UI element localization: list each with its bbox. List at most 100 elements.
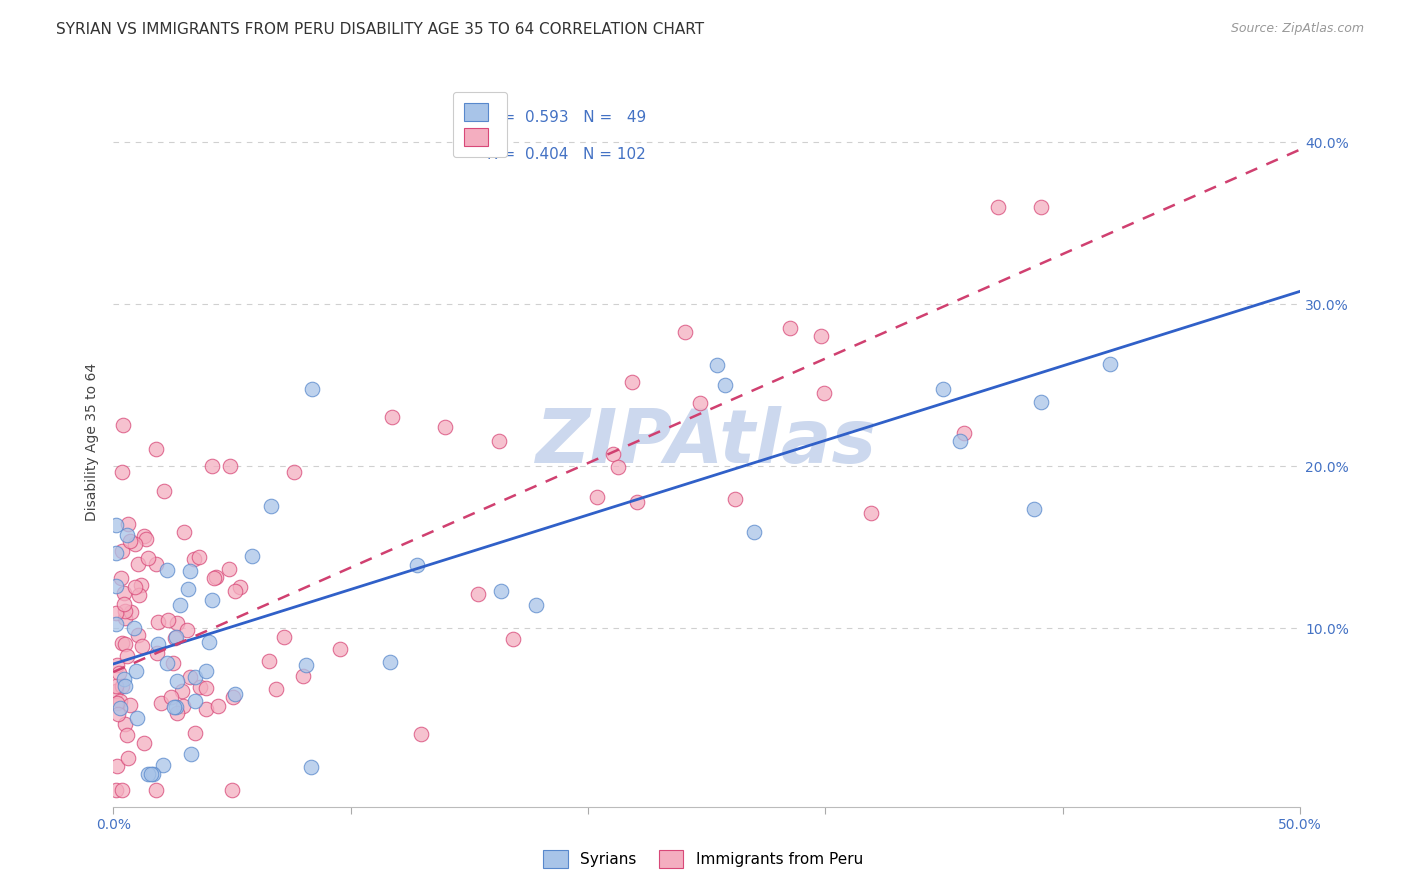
- Point: [104, 579, 127, 593]
- Point: [179, 670, 201, 684]
- Point: [139, 767, 162, 781]
- Point: [714, 377, 737, 392]
- Point: [1022, 501, 1045, 516]
- Point: [114, 611, 136, 625]
- Point: [145, 783, 167, 797]
- Point: [585, 490, 607, 504]
- Point: [170, 684, 193, 698]
- Point: [172, 699, 194, 714]
- Point: [489, 583, 512, 598]
- Point: [105, 658, 128, 673]
- Point: [166, 706, 188, 720]
- Point: [152, 758, 174, 772]
- Point: [176, 624, 198, 638]
- Point: [201, 459, 224, 474]
- Point: [156, 614, 179, 628]
- Point: [184, 669, 207, 683]
- Point: [221, 783, 243, 797]
- Point: [111, 465, 134, 479]
- Point: [112, 586, 135, 600]
- Point: [108, 665, 131, 680]
- Point: [104, 684, 127, 698]
- Point: [1031, 394, 1053, 409]
- Point: [136, 551, 159, 566]
- Point: [114, 679, 136, 693]
- Point: [742, 524, 765, 539]
- Point: [105, 607, 128, 621]
- Point: [283, 466, 305, 480]
- Point: [205, 570, 228, 584]
- Point: [329, 642, 352, 657]
- Point: [135, 532, 157, 546]
- Point: [108, 694, 131, 708]
- Point: [502, 632, 524, 647]
- Point: [122, 621, 145, 635]
- Point: [120, 698, 142, 712]
- Point: [163, 632, 186, 646]
- Point: [257, 654, 280, 668]
- Point: [108, 701, 131, 715]
- Point: [179, 565, 201, 579]
- Point: [219, 458, 242, 473]
- Point: [202, 570, 225, 584]
- Point: [114, 604, 136, 618]
- Point: [110, 571, 132, 585]
- Point: [301, 382, 323, 396]
- Point: [187, 550, 209, 565]
- Point: [607, 459, 630, 474]
- Point: [145, 557, 167, 571]
- Point: [378, 656, 401, 670]
- Point: [195, 702, 218, 716]
- Point: [131, 639, 153, 653]
- Point: [240, 549, 263, 564]
- Text: Source: ZipAtlas.com: Source: ZipAtlas.com: [1230, 22, 1364, 36]
- Point: [132, 736, 155, 750]
- Point: [104, 546, 127, 560]
- Point: [115, 527, 138, 541]
- Point: [115, 728, 138, 742]
- Point: [111, 635, 134, 649]
- Point: [1099, 357, 1122, 371]
- Point: [188, 680, 211, 694]
- Point: [156, 563, 179, 577]
- Point: [156, 656, 179, 670]
- Point: [813, 385, 835, 400]
- Point: [467, 587, 489, 601]
- Text: ZIPAtlas: ZIPAtlas: [536, 406, 877, 478]
- Point: [145, 442, 167, 456]
- Point: [160, 690, 183, 705]
- Point: [526, 599, 548, 613]
- Point: [434, 420, 457, 434]
- Point: [127, 628, 149, 642]
- Point: [183, 552, 205, 566]
- Point: [111, 544, 134, 558]
- Point: [810, 329, 832, 343]
- Point: [120, 533, 142, 548]
- Point: [163, 700, 186, 714]
- Point: [114, 717, 136, 731]
- Point: [207, 698, 229, 713]
- Point: [110, 783, 132, 797]
- Point: [260, 499, 283, 513]
- Legend: , : ,: [453, 93, 506, 157]
- Point: [381, 410, 404, 425]
- Point: [295, 657, 318, 672]
- Point: [136, 767, 159, 781]
- Point: [273, 630, 295, 644]
- Point: [127, 558, 149, 572]
- Point: [112, 672, 135, 686]
- Point: [166, 673, 188, 688]
- Point: [183, 726, 205, 740]
- Point: [165, 630, 187, 644]
- Point: [104, 783, 127, 797]
- Point: [1029, 200, 1052, 214]
- Point: [125, 664, 148, 678]
- Point: [292, 668, 315, 682]
- Point: [117, 751, 139, 765]
- Point: [949, 434, 972, 448]
- Point: [488, 434, 510, 448]
- Text: R =  0.404   N = 102: R = 0.404 N = 102: [486, 146, 645, 161]
- Point: [115, 648, 138, 663]
- Point: [114, 636, 136, 650]
- Point: [104, 616, 127, 631]
